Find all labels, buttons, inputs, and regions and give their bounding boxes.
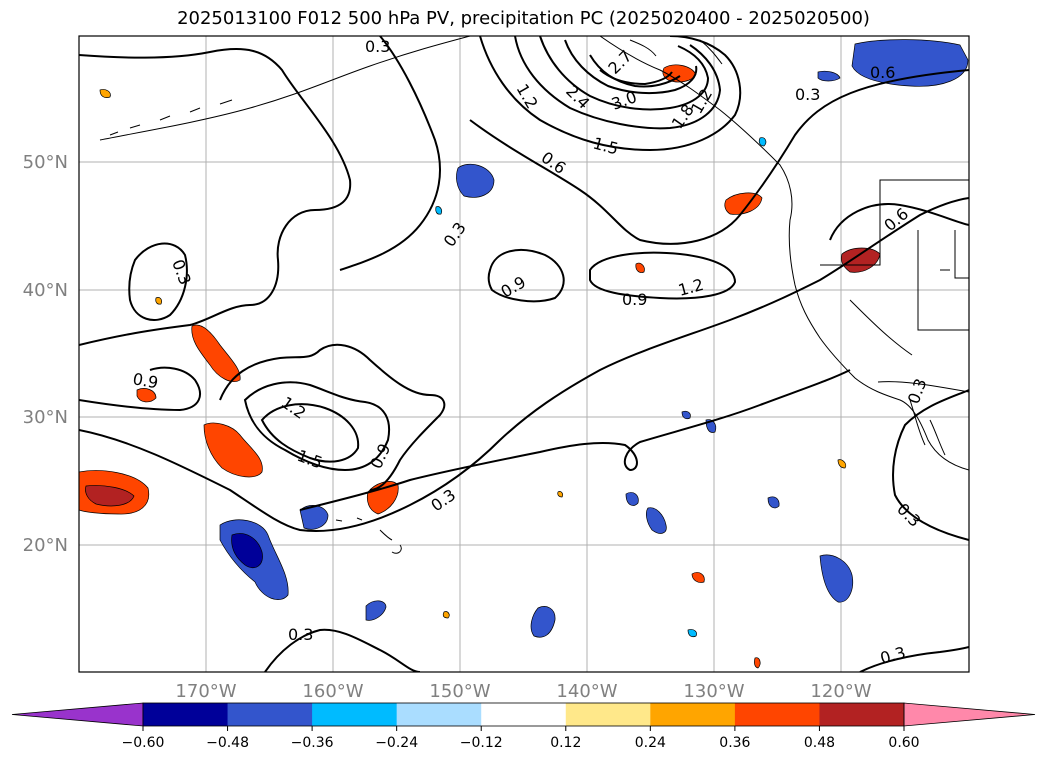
contour-0.9-oval-2 <box>589 251 737 300</box>
colorbar-segment <box>650 703 736 726</box>
latitude-labels: 50°N 40°N 30°N 20°N <box>23 152 68 556</box>
contour-0.6-east <box>829 203 969 241</box>
precip-blob <box>136 388 157 403</box>
map-title: 2025013100 F012 500 hPa PV, precipitatio… <box>177 8 870 29</box>
contour-1.5-north <box>514 36 722 130</box>
precip-blob <box>837 459 847 469</box>
precip-blob <box>530 606 556 638</box>
contour-1.2-lower <box>243 381 390 472</box>
lon-label: 140°W <box>556 681 617 702</box>
precip-blob <box>557 491 563 498</box>
precip-blob <box>85 485 135 507</box>
contour-2.4-north <box>564 39 698 95</box>
contour-2.7-north <box>589 54 681 88</box>
precip-negative-areas <box>219 39 969 638</box>
precip-blob <box>662 64 697 83</box>
precip-blob <box>635 262 645 273</box>
contour-0.3-southeast <box>859 646 969 672</box>
contour-0.6-north <box>469 69 969 245</box>
pv-contours <box>79 36 969 672</box>
contour-1.8-north <box>539 36 710 111</box>
contour-label: 0.3 <box>365 37 390 56</box>
precip-blob <box>299 505 329 530</box>
contour-0.3-west-oval <box>128 242 188 321</box>
contour-label: 0.9 <box>622 290 647 309</box>
colorbar-segment <box>227 703 313 726</box>
precip-blob <box>851 39 969 87</box>
colorbar-tick-label: −0.24 <box>375 735 418 751</box>
colorbar-tick-label: −0.36 <box>291 735 334 751</box>
lat-label: 20°N <box>23 535 68 556</box>
map-frame <box>78 35 970 673</box>
colorbar-tick-label: −0.48 <box>206 735 249 751</box>
precip-blob <box>681 410 691 420</box>
colorbar-segment <box>312 703 398 726</box>
precip-blob <box>456 163 495 198</box>
contour-3.0-north <box>599 69 673 86</box>
lat-label: 40°N <box>23 280 68 301</box>
contour-label: 0.6 <box>870 63 895 82</box>
precip-blob <box>435 206 442 215</box>
contour-0.3-middle <box>79 197 969 532</box>
colorbar-segment <box>396 703 482 726</box>
precip-blob <box>817 70 841 82</box>
gridlines <box>79 36 969 672</box>
precip-blob <box>203 422 263 478</box>
contour-0.3-south <box>264 628 421 672</box>
lat-label: 30°N <box>23 407 68 428</box>
colorbar-segment <box>481 703 567 726</box>
colorbar-tick-label: 0.48 <box>804 735 835 751</box>
colorbar-segment <box>819 703 905 726</box>
colorbar-tick-label: 0.36 <box>719 735 750 751</box>
precip-blob <box>767 496 780 509</box>
lon-label: 130°W <box>683 681 744 702</box>
contour-label: 0.3 <box>795 85 820 104</box>
contour-0.3-east <box>892 389 969 541</box>
colorbar-tick-label: −0.60 <box>122 735 165 751</box>
precip-blob <box>625 492 639 506</box>
lon-label: 170°W <box>175 681 236 702</box>
contour-label: 0.3 <box>288 625 313 644</box>
colorbar: −0.60 −0.48 −0.36 −0.24 −0.12 0.12 0.24 0.36 0.4… <box>11 702 1036 751</box>
precip-blob <box>691 572 705 583</box>
precip-blob <box>754 657 761 669</box>
contour-label: 0.9 <box>131 369 159 392</box>
precip-blob <box>819 554 854 603</box>
contour-0.3-upper <box>339 36 441 271</box>
lon-label: 150°W <box>429 681 490 702</box>
colorbar-tick-label: −0.12 <box>460 735 503 751</box>
colorbar-border <box>142 702 905 727</box>
colorbar-extend-low <box>11 702 144 727</box>
contour-0.9-oval-1 <box>487 249 565 303</box>
precip-blob <box>365 600 387 621</box>
contour-1.2-north <box>479 36 742 152</box>
precip-blob <box>840 247 881 273</box>
contour-0.3-lower-middle <box>79 366 201 412</box>
coastlines <box>99 36 969 554</box>
contour-0.3-outer <box>79 48 352 346</box>
precip-blob <box>758 137 767 147</box>
colorbar-segment <box>143 703 229 726</box>
contour-0.9-lower <box>219 343 446 491</box>
colorbar-tick-label: 0.24 <box>635 735 666 751</box>
longitude-labels: 170°W 160°W 150°W 140°W 130°W 120°W <box>175 681 871 702</box>
lon-label: 160°W <box>302 681 363 702</box>
contour-0.3-mid-south <box>299 369 851 511</box>
precip-blob <box>191 324 241 382</box>
precip-blob <box>155 297 162 305</box>
colorbar-segment <box>565 703 651 726</box>
precip-blob <box>99 89 111 98</box>
colorbar-extend-high <box>903 702 1036 727</box>
colorbar-segment <box>734 703 820 726</box>
colorbar-tick-label: 0.12 <box>550 735 581 751</box>
lon-label: 120°W <box>810 681 871 702</box>
colorbar-tick-label: 0.60 <box>888 735 919 751</box>
precip-blob <box>231 533 263 569</box>
lat-label: 50°N <box>23 152 68 173</box>
contour-1.5-lower <box>260 403 360 463</box>
precip-blob <box>687 629 697 638</box>
precip-blob <box>646 507 667 534</box>
precip-blob <box>442 611 450 619</box>
